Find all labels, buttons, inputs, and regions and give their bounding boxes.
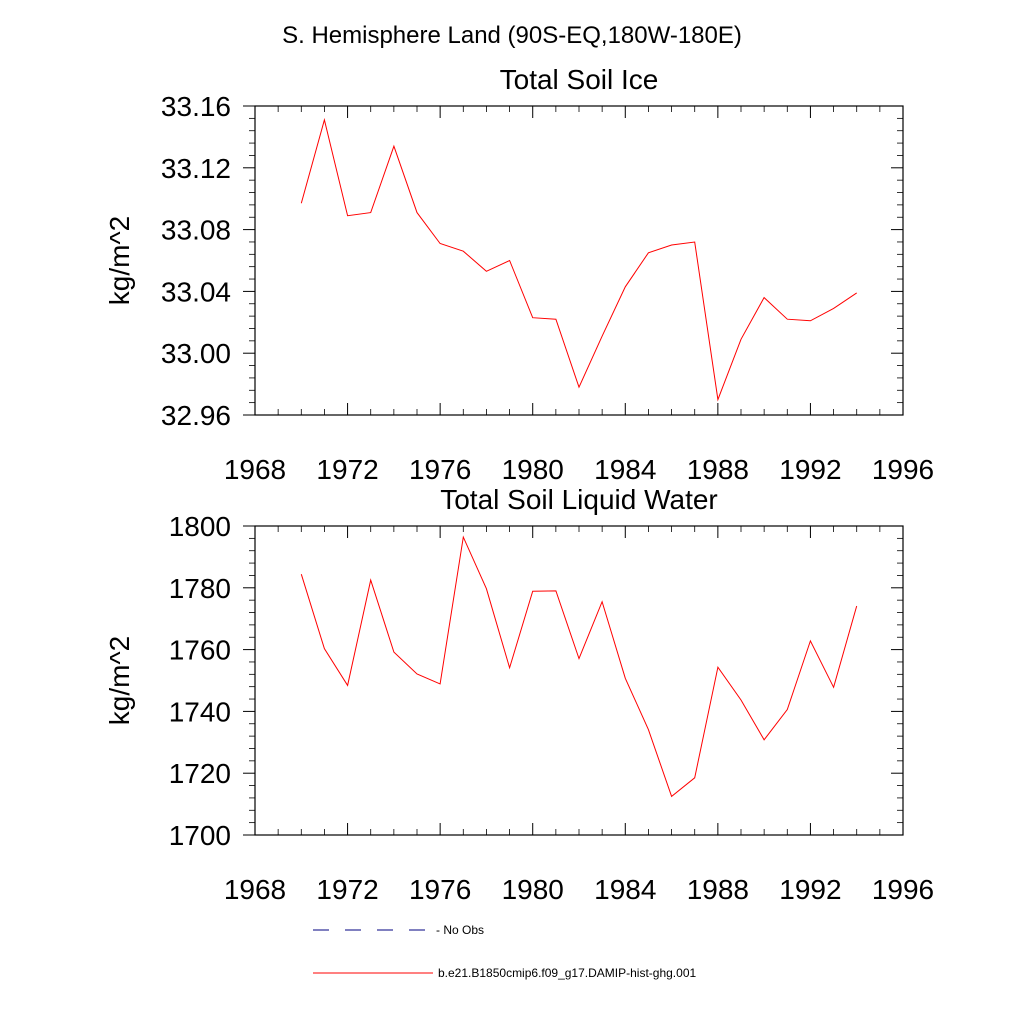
data-point bbox=[440, 683, 441, 684]
x-tick-label: 1984 bbox=[594, 874, 656, 905]
plot-title: Total Soil Liquid Water bbox=[440, 484, 718, 515]
data-point bbox=[833, 308, 834, 309]
plot-frame bbox=[254, 105, 904, 416]
data-point bbox=[486, 588, 487, 589]
x-tick-label: 1980 bbox=[502, 874, 564, 905]
y-tick-label: 33.16 bbox=[161, 91, 231, 122]
data-point bbox=[810, 640, 811, 641]
data-point bbox=[347, 685, 348, 686]
data-point bbox=[671, 244, 672, 245]
y-tick-label: 32.96 bbox=[161, 400, 231, 431]
x-tick-label: 1976 bbox=[409, 874, 471, 905]
y-tick-label: 33.00 bbox=[161, 338, 231, 369]
data-point bbox=[347, 215, 348, 216]
x-tick-label: 1972 bbox=[316, 874, 378, 905]
y-tick-label: 1760 bbox=[169, 635, 231, 666]
y-axis-label: kg/m^2 bbox=[104, 216, 135, 305]
y-tick-label: 1720 bbox=[169, 758, 231, 789]
data-point bbox=[301, 203, 302, 204]
x-tick-label: 1984 bbox=[594, 454, 656, 485]
y-tick-label: 1700 bbox=[169, 820, 231, 851]
series-line bbox=[300, 535, 858, 798]
data-point bbox=[648, 729, 649, 730]
data-point bbox=[324, 648, 325, 649]
data-point bbox=[440, 243, 441, 244]
plot-title: Total Soil Ice bbox=[500, 64, 659, 95]
data-point bbox=[810, 320, 811, 321]
y-axis-label: kg/m^2 bbox=[104, 636, 135, 725]
x-tick-label: 1980 bbox=[502, 454, 564, 485]
data-point bbox=[416, 212, 417, 213]
data-point bbox=[463, 251, 464, 252]
x-tick-label: 1968 bbox=[224, 874, 286, 905]
data-point bbox=[740, 699, 741, 700]
data-point bbox=[486, 271, 487, 272]
y-tick-label: 1740 bbox=[169, 696, 231, 727]
data-point bbox=[671, 796, 672, 797]
y-tick-label: 1780 bbox=[169, 573, 231, 604]
x-tick-label: 1988 bbox=[687, 874, 749, 905]
plot-frame bbox=[254, 525, 904, 836]
legend-label: b.e21.B1850cmip6.f09_g17.DAMIP-hist-ghg.… bbox=[438, 966, 696, 980]
y-tick-label: 33.04 bbox=[161, 276, 231, 307]
data-point bbox=[648, 252, 649, 253]
x-tick-label: 1996 bbox=[872, 874, 934, 905]
data-point bbox=[555, 319, 556, 320]
x-tick-label: 1972 bbox=[316, 454, 378, 485]
series-line bbox=[300, 117, 857, 402]
data-point bbox=[856, 605, 857, 606]
data-point bbox=[625, 286, 626, 287]
data-point bbox=[764, 739, 765, 740]
x-tick-label: 1992 bbox=[779, 454, 841, 485]
x-tick-label: 1988 bbox=[687, 454, 749, 485]
data-point bbox=[416, 673, 417, 674]
data-point bbox=[509, 260, 510, 261]
legend-label: - No Obs bbox=[436, 923, 484, 937]
data-point bbox=[787, 709, 788, 710]
x-tick-label: 1968 bbox=[224, 454, 286, 485]
x-tick-label: 1992 bbox=[779, 874, 841, 905]
data-point bbox=[740, 339, 741, 340]
data-point bbox=[301, 574, 302, 575]
figure-title: S. Hemisphere Land (90S-EQ,180W-180E) bbox=[282, 22, 742, 49]
panel-total-soil-liquid-water: Total Soil Liquid Water kg/m^2 1968 1972 197… bbox=[104, 484, 934, 905]
data-point bbox=[578, 387, 579, 388]
data-point bbox=[463, 537, 464, 538]
x-tick-label: 1996 bbox=[872, 454, 934, 485]
data-point bbox=[625, 678, 626, 679]
data-point bbox=[370, 579, 371, 580]
data-point bbox=[856, 292, 857, 293]
data-point bbox=[370, 212, 371, 213]
data-point bbox=[602, 601, 603, 602]
y-tick-label: 33.08 bbox=[161, 215, 231, 246]
data-point bbox=[833, 687, 834, 688]
legend: - No Obs b.e21.B1850cmip6.f09_g17.DAMIP-h… bbox=[313, 923, 696, 980]
data-point bbox=[717, 667, 718, 668]
data-point bbox=[532, 591, 533, 592]
y-tick-label: 33.12 bbox=[161, 153, 231, 184]
data-point bbox=[787, 319, 788, 320]
data-point bbox=[694, 777, 695, 778]
data-point bbox=[694, 241, 695, 242]
data-point bbox=[717, 399, 718, 400]
data-point bbox=[324, 119, 325, 120]
data-point bbox=[764, 297, 765, 298]
y-tick-label: 1800 bbox=[169, 511, 231, 542]
data-point bbox=[555, 590, 556, 591]
x-tick-label: 1976 bbox=[409, 454, 471, 485]
panel-total-soil-ice: Total Soil Ice kg/m^2 1968 1972 1976 1980 1984… bbox=[104, 64, 934, 485]
data-point bbox=[532, 317, 533, 318]
data-point bbox=[578, 658, 579, 659]
data-point bbox=[602, 336, 603, 337]
data-point bbox=[393, 146, 394, 147]
data-point bbox=[393, 651, 394, 652]
data-point bbox=[509, 667, 510, 668]
